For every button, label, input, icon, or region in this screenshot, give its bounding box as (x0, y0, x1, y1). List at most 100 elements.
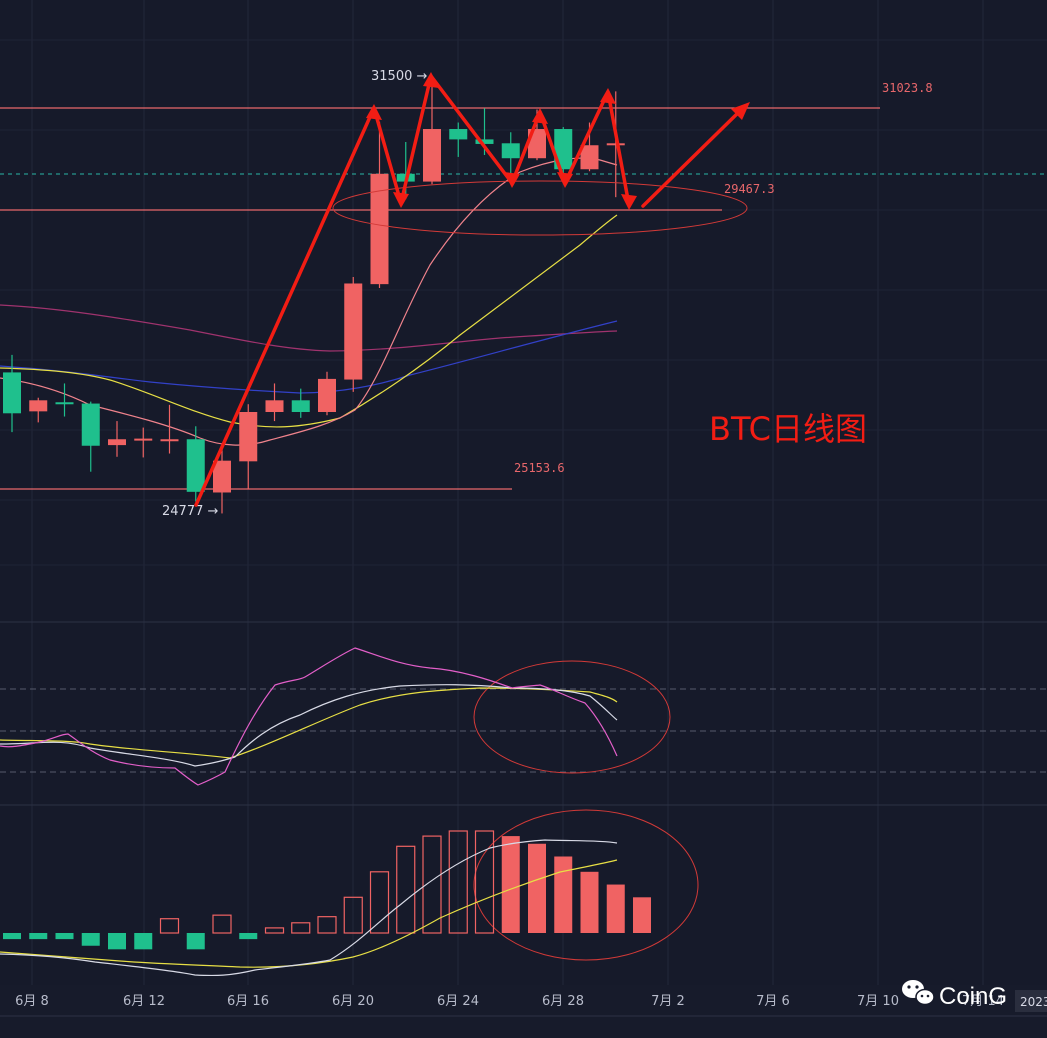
candle-body (55, 402, 74, 405)
arrowhead-7 (600, 88, 616, 104)
high-price-label: 31500 → (371, 69, 427, 84)
x-tick-label: 6月 20 (332, 994, 374, 1009)
macd-dif-line (0, 839, 618, 977)
candle-body (213, 460, 231, 493)
horizontal-gridlines (0, 39, 1047, 566)
macd-bar (159, 918, 180, 934)
level-label-29467: 29467.3 (724, 182, 775, 196)
x-tick-label: 6月 8 (15, 994, 49, 1009)
arrowhead-4 (504, 172, 520, 188)
ma-long-line (0, 304, 618, 352)
candle-body (344, 283, 363, 380)
macd-bar (606, 884, 625, 933)
projection-arrow-line (641, 106, 745, 208)
macd-bar (81, 933, 100, 946)
arrowhead-8 (621, 194, 637, 210)
candle-body (318, 378, 336, 412)
macd-bar (343, 896, 363, 934)
level-lines (0, 107, 880, 490)
candle-body (554, 129, 573, 170)
year-badge: 2023 (1020, 995, 1047, 1009)
candle-body (475, 139, 494, 144)
watermark-brand: CoinG (939, 983, 1007, 1010)
macd-bar (212, 914, 232, 934)
x-tick-label: 7月 2 (651, 994, 685, 1009)
macd-bar (108, 933, 126, 950)
x-tick-label: 6月 28 (542, 994, 584, 1009)
macd-bar (396, 845, 416, 934)
arrowhead-1 (366, 104, 382, 120)
level-label-31023: 31023.8 (882, 81, 933, 95)
level-label-25153: 25153.6 (514, 461, 565, 475)
candle-body (29, 400, 48, 412)
candle-body (370, 173, 389, 285)
candle-body (134, 438, 153, 441)
macd-bar (317, 916, 337, 934)
macd-bar (264, 927, 285, 934)
macd-bar (3, 933, 21, 940)
watermark: CoinG (902, 980, 1007, 1010)
candles (3, 77, 625, 514)
macd-bar (501, 836, 520, 933)
macd-bar (580, 871, 599, 933)
macd-bar (448, 830, 468, 934)
macd-bar (633, 897, 651, 933)
x-tick-label: 6月 16 (227, 994, 269, 1009)
macd-bar (134, 933, 153, 950)
support-zone-ellipse (332, 180, 748, 236)
candle-body (580, 145, 599, 170)
macd-lines (0, 839, 618, 977)
macd-bar (528, 843, 546, 933)
macd-histogram-ellipse (473, 809, 699, 961)
kdj-d-line (0, 687, 618, 759)
arrowhead-2 (393, 192, 409, 208)
candle-body (239, 411, 258, 462)
x-tick-label: 7月 14 (962, 994, 1004, 1009)
arrowhead-5 (532, 108, 548, 124)
macd-bar (29, 933, 48, 940)
x-tick-label: 7月 10 (857, 994, 899, 1009)
macd-bar (422, 835, 442, 934)
macd-bar (369, 871, 390, 934)
candle-body (3, 372, 21, 414)
macd-bar (55, 933, 74, 940)
arrowhead-9 (731, 102, 750, 120)
candle-body (108, 439, 126, 446)
macd-bar (474, 830, 495, 934)
x-tick-label: 6月 12 (123, 994, 165, 1009)
macd-bar (554, 856, 573, 933)
candle-body (160, 439, 179, 442)
candle-body (186, 439, 205, 492)
macd-bar (186, 933, 205, 950)
candle-body (501, 143, 520, 159)
chart-title: BTC日线图 (709, 410, 867, 448)
wechat-icon (902, 980, 935, 1006)
arrowheads (366, 72, 750, 210)
x-tick-label: 7月 6 (756, 994, 790, 1009)
moving-averages (0, 157, 618, 446)
arrowhead-6 (557, 172, 573, 188)
candle-body (449, 129, 468, 140)
macd-signal-line (0, 859, 618, 968)
candle-body (265, 400, 284, 412)
ma-slow-line (0, 320, 618, 394)
low-price-label: 24777 → (162, 504, 218, 519)
vertical-gridlines (31, 0, 984, 985)
candle-body (606, 143, 625, 146)
x-axis-strip (0, 985, 1047, 1038)
macd-histogram (3, 830, 651, 950)
x-axis-labels: 6月 8 6月 12 6月 16 6月 20 6月 24 6月 28 7月 2 … (15, 994, 1004, 1009)
year-badge-bg (1015, 990, 1047, 1012)
kdj-cross-ellipse (473, 660, 671, 774)
macd-bar (239, 933, 258, 940)
kdj-indicator (0, 647, 618, 786)
candle-body (81, 403, 100, 446)
candle-body (528, 129, 546, 159)
candle-body (291, 400, 310, 412)
kdj-j-line (0, 647, 618, 786)
macd-bar (291, 922, 311, 934)
candle-body (423, 129, 441, 182)
arrowhead-3 (423, 72, 439, 88)
